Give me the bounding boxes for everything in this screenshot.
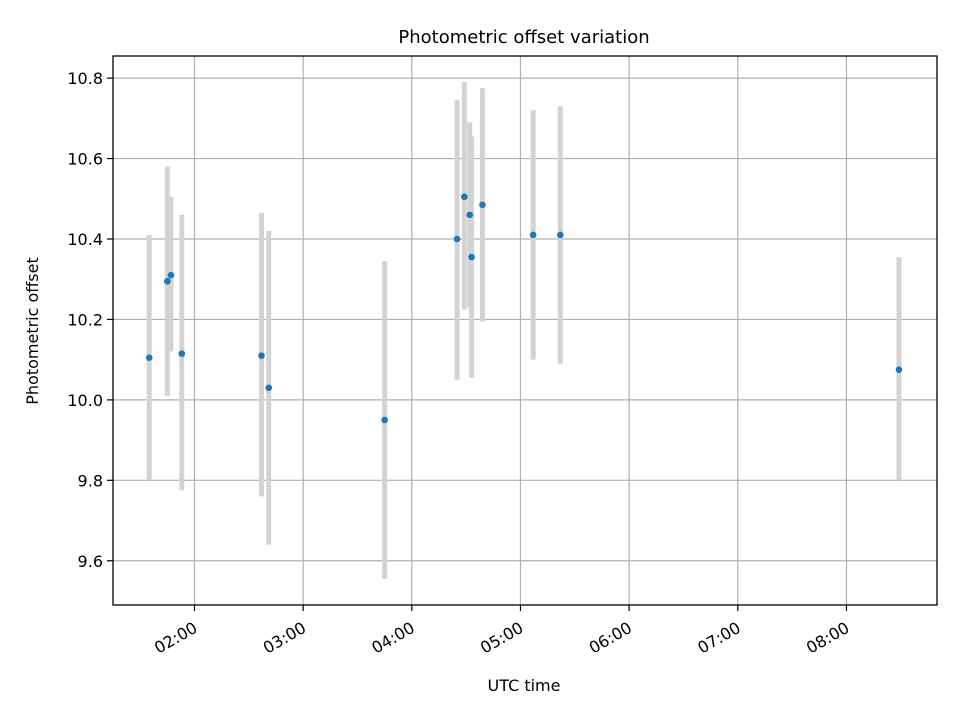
y-tick-label: 10.0	[67, 391, 103, 410]
y-tick-label: 10.2	[67, 310, 103, 329]
y-tick-label: 9.8	[78, 471, 103, 490]
y-axis-ticks: 9.6 9.8 10.0 10.2 10.4 10.6 10.8	[67, 69, 113, 571]
y-tick-label: 10.8	[67, 69, 103, 88]
axes-frame	[112, 55, 938, 606]
data-point	[167, 271, 175, 279]
data-point	[164, 277, 171, 285]
data-point	[557, 231, 564, 239]
data-point	[265, 384, 273, 392]
data-point	[145, 354, 153, 361]
data-points	[145, 193, 903, 424]
y-tick-label: 9.6	[78, 552, 103, 571]
x-axis-label: UTC time	[488, 676, 561, 695]
data-point	[178, 350, 186, 357]
data-point	[258, 352, 265, 359]
data-point	[468, 253, 475, 261]
y-tick-label: 10.4	[67, 230, 103, 249]
data-point	[453, 235, 461, 243]
chart-title: Photometric offset variation	[398, 27, 649, 48]
data-point	[381, 416, 388, 424]
data-point	[479, 201, 486, 209]
data-point	[895, 366, 903, 374]
data-point	[529, 231, 537, 239]
y-axis-label: Photometric offset	[23, 257, 42, 405]
data-point	[461, 193, 468, 201]
grid-lines	[113, 56, 937, 605]
y-tick-label: 10.6	[67, 150, 103, 169]
data-point	[466, 211, 474, 219]
